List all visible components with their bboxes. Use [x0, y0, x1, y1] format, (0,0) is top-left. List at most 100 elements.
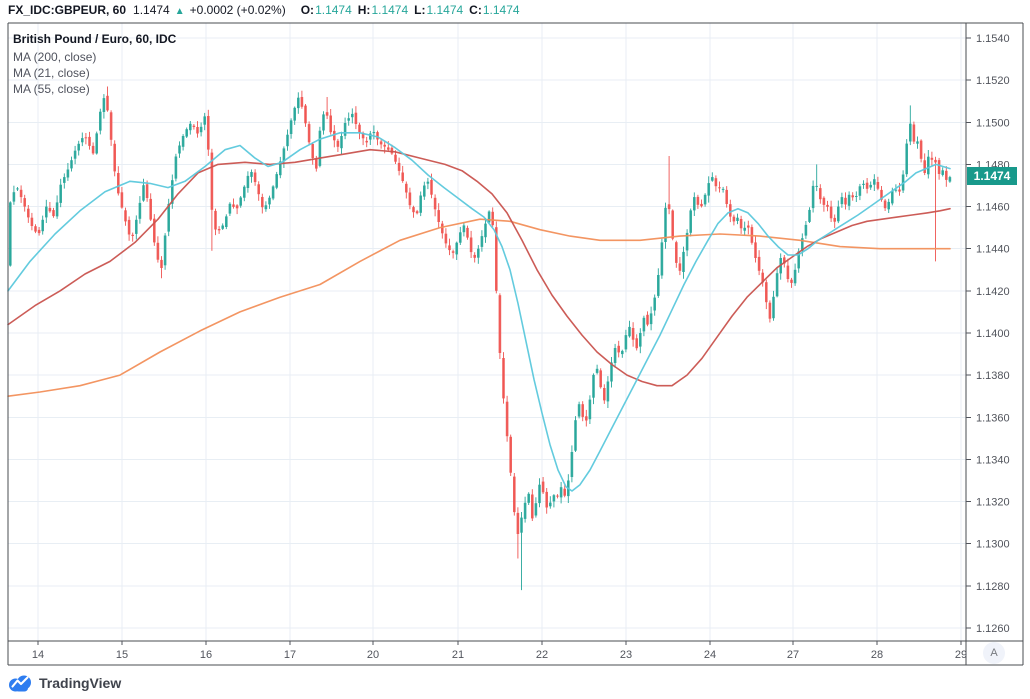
- candle-body: [466, 227, 469, 238]
- high-label: H:: [357, 3, 371, 17]
- candle-body: [390, 147, 394, 154]
- candle-body: [876, 182, 880, 189]
- candle-body: [592, 374, 595, 398]
- candle-body: [419, 195, 422, 213]
- candle-body: [505, 401, 509, 437]
- candle-body: [815, 185, 818, 187]
- candle-body: [844, 197, 847, 205]
- candle-body: [711, 177, 714, 181]
- legend-symbol-title[interactable]: British Pound / Euro, 60, IDC: [13, 32, 177, 46]
- price-axis-label[interactable]: 1.1260: [976, 623, 1010, 635]
- candle-body: [145, 184, 149, 198]
- open-label: O:: [300, 3, 315, 17]
- candle-body: [675, 242, 678, 263]
- candle-body: [588, 399, 592, 420]
- candle-body: [786, 265, 790, 279]
- candle-body: [858, 186, 862, 196]
- candle-body: [95, 133, 98, 154]
- legend-ma-55[interactable]: MA (55, close): [13, 82, 90, 96]
- time-axis-label[interactable]: 27: [787, 649, 799, 661]
- candle-body: [232, 204, 235, 207]
- candle-body: [822, 197, 826, 205]
- candle-body: [657, 275, 660, 296]
- candle-body: [783, 257, 786, 264]
- candle-body: [491, 211, 494, 226]
- candle-body: [603, 388, 606, 401]
- candle-body: [253, 172, 257, 183]
- price-axis-label[interactable]: 1.1440: [976, 244, 1010, 256]
- chart-legend: British Pound / Euro, 60, IDC MA (200, c…: [13, 31, 176, 97]
- time-axis-label[interactable]: 22: [536, 649, 548, 661]
- candle-body: [898, 189, 901, 192]
- candle-body: [484, 223, 487, 238]
- candle-body: [379, 141, 383, 145]
- candle-body: [937, 160, 941, 174]
- time-axis-label[interactable]: 24: [704, 649, 716, 661]
- time-axis-label[interactable]: 21: [452, 649, 464, 661]
- candle-body: [455, 242, 458, 255]
- time-axis-label[interactable]: 20: [367, 649, 379, 661]
- candle-body: [109, 112, 113, 140]
- candle-body: [732, 216, 736, 222]
- candle-body: [63, 177, 66, 183]
- candle-body: [189, 123, 192, 131]
- candle-body: [451, 251, 455, 253]
- price-axis-label[interactable]: 1.1280: [976, 581, 1010, 593]
- candle-body: [73, 150, 77, 159]
- price-change: +0.0002 (+0.02%): [189, 3, 286, 17]
- tradingview-logo[interactable]: TradingView: [8, 674, 121, 692]
- candle-body: [27, 208, 30, 218]
- legend-ma-21[interactable]: MA (21, close): [13, 66, 90, 80]
- candle-body: [847, 194, 851, 206]
- price-axis-label[interactable]: 1.1420: [976, 286, 1010, 298]
- candle-body: [869, 184, 872, 188]
- time-axis-label[interactable]: 17: [284, 649, 296, 661]
- price-axis-label[interactable]: 1.1500: [976, 117, 1010, 129]
- candle-body: [462, 225, 466, 233]
- candle-body: [315, 159, 318, 169]
- candle-body: [736, 217, 739, 221]
- price-axis-label[interactable]: 1.1460: [976, 202, 1010, 214]
- candle-body: [606, 381, 610, 402]
- candle-body: [318, 130, 322, 166]
- time-axis-label[interactable]: 14: [32, 649, 44, 661]
- candle-body: [541, 481, 545, 493]
- candle-body: [423, 185, 426, 197]
- price-axis-label[interactable]: 1.1400: [976, 328, 1010, 340]
- candle-body: [772, 296, 775, 319]
- time-axis-label[interactable]: 23: [620, 649, 632, 661]
- price-axis-label[interactable]: 1.1340: [976, 454, 1010, 466]
- time-axis-label[interactable]: 16: [200, 649, 212, 661]
- time-axis-label[interactable]: 15: [116, 649, 128, 661]
- candle-body: [297, 97, 300, 109]
- candle-body: [919, 140, 923, 159]
- candle-body: [754, 242, 757, 258]
- candle-body: [19, 189, 23, 198]
- candle-body: [743, 227, 746, 231]
- candle-body: [837, 206, 840, 222]
- price-axis-label[interactable]: 1.1320: [976, 497, 1010, 509]
- price-axis-label[interactable]: 1.1360: [976, 412, 1010, 424]
- price-axis-label[interactable]: 1.1300: [976, 539, 1010, 551]
- price-axis-label[interactable]: 1.1380: [976, 370, 1010, 382]
- auto-scale-button[interactable]: A: [983, 642, 1005, 664]
- candle-body: [9, 202, 12, 266]
- price-axis-label[interactable]: 1.1540: [976, 33, 1010, 45]
- price-axis-label[interactable]: 1.1520: [976, 75, 1010, 87]
- candle-body: [149, 198, 152, 220]
- legend-ma-200[interactable]: MA (200, close): [13, 50, 97, 64]
- time-axis-label[interactable]: 29: [955, 649, 967, 661]
- symbol-title[interactable]: FX_IDC:GBPEUR, 60: [8, 3, 127, 17]
- candle-body: [372, 132, 376, 134]
- candle-body: [797, 251, 800, 269]
- candle-body: [59, 184, 62, 203]
- candle-body: [102, 98, 106, 112]
- close-value: 1.1474: [482, 3, 520, 17]
- candle-body: [354, 112, 358, 124]
- candle-body: [210, 152, 214, 210]
- candle-body: [487, 211, 491, 223]
- candle-body: [894, 189, 898, 191]
- candle-body: [70, 160, 73, 169]
- time-axis-label[interactable]: 28: [871, 649, 883, 661]
